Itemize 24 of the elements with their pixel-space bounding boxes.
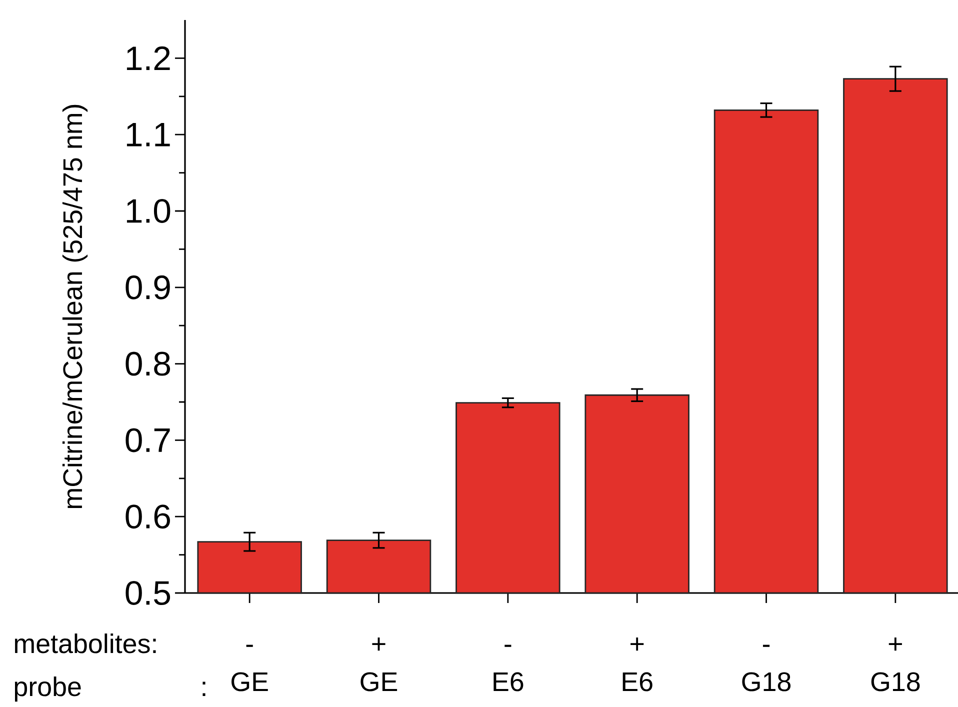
text: + bbox=[372, 637, 386, 651]
text: - bbox=[762, 644, 770, 647]
y-tick-label: 1.1 bbox=[126, 122, 170, 146]
y-axis-title: mCitrine/mCerulean (525/475 nm) bbox=[62, 104, 88, 508]
y-tick-label: 0.5 bbox=[126, 581, 170, 605]
x-tick-label: G18 bbox=[742, 672, 791, 692]
text: probe bbox=[14, 676, 81, 702]
y-tick-label: 0.9 bbox=[126, 275, 170, 300]
y-tick-label: 0.8 bbox=[126, 352, 170, 376]
x-tick-label: E6 bbox=[494, 672, 524, 692]
text: metabolites: bbox=[14, 634, 156, 654]
text: : bbox=[202, 682, 206, 696]
text: + bbox=[630, 637, 644, 651]
y-tick-label: 0.7 bbox=[126, 428, 170, 452]
text: + bbox=[888, 637, 902, 651]
x-tick-label: G18 bbox=[871, 672, 920, 692]
y-tick-label: 0.6 bbox=[126, 504, 170, 529]
y-tick-label: 1.2 bbox=[126, 46, 170, 70]
x-tick-label: E6 bbox=[622, 672, 652, 692]
x-tick-label: GE bbox=[232, 672, 268, 692]
y-tick-label: 1.0 bbox=[126, 199, 170, 223]
x-tick-label: GE bbox=[360, 672, 398, 692]
text: - bbox=[246, 644, 253, 647]
text: - bbox=[504, 644, 512, 647]
